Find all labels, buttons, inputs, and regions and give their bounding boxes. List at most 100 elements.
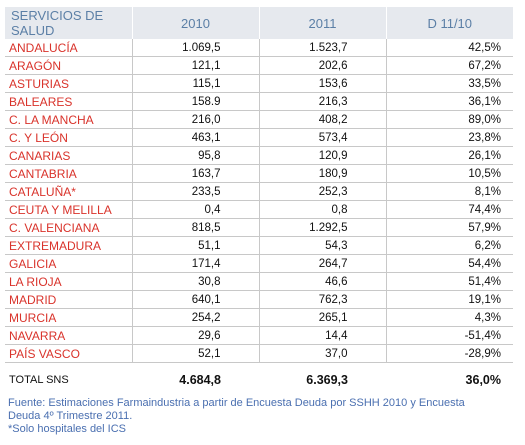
table-row: EXTREMADURA 51,1 54,3 6,2% [5,236,513,255]
value-cell: 29,6 [131,326,259,345]
total-value: 4.684,8 [179,373,221,387]
value-cell: 158.9 [131,92,259,111]
table-row: CANTABRIA 163,7 180,9 10,5% [5,164,513,183]
value-cell: 762,3 [258,290,386,309]
value-cell: 1.069,5 [131,39,259,57]
region-cell: GALICIA [5,254,132,273]
region-cell: CANARIAS [5,146,132,165]
value-cell: 818,5 [131,218,259,237]
table-row: MADRID 640,1 762,3 19,1% [5,290,513,309]
table-row: BALEARES 158.9 216,3 36,1% [5,92,513,111]
value-cell: 1.523,7 [258,39,386,57]
value-cell: 120,9 [258,146,386,165]
region-cell: C. Y LEÓN [5,128,132,147]
table-row: LA RIOJA 30,8 46,6 51,4% [5,272,513,291]
table-row: ANDALUCÍA 1.069,5 1.523,7 42,5% [5,39,513,57]
footer: Fuente: Estimaciones Farmaindustria a pa… [8,397,478,436]
value-cell: 46,6 [258,272,386,291]
value-cell: 19,1% [385,290,513,309]
value-cell: 4,3% [385,308,513,327]
value-cell: 89,0% [385,110,513,129]
value-cell: -51,4% [385,326,513,345]
value-cell: 10,5% [385,164,513,183]
value-cell: 265,1 [258,308,386,327]
table-row: C. LA MANCHA 216,0 408,2 89,0% [5,110,513,129]
value-cell: 115,1 [131,74,259,93]
table-row: PAÍS VASCO 52,1 37,0 -28,9% [5,344,513,363]
table-row: CANARIAS 95,8 120,9 26,1% [5,146,513,165]
value-cell: 8,1% [385,182,513,201]
value-cell: 216,3 [258,92,386,111]
value-cell: 640,1 [131,290,259,309]
table-body: ANDALUCÍA 1.069,5 1.523,7 42,5% ARAGÓN 121,1 2… [5,39,513,393]
value-cell: 233,5 [131,182,259,201]
value-cell: 30,8 [131,272,259,291]
value-cell: 26,1% [385,146,513,165]
value-cell: 408,2 [258,110,386,129]
table-row: GALICIA 171,4 264,7 54,4% [5,254,513,273]
value-cell: 14,4 [258,326,386,345]
value-cell: 23,8% [385,128,513,147]
value-cell: 573,4 [258,128,386,147]
total-value: 36,0% [465,373,501,387]
value-cell: 74,4% [385,200,513,219]
value-cell: 252,3 [258,182,386,201]
region-cell: MURCIA [5,308,132,327]
region-cell: EXTREMADURA [5,236,132,255]
footnote: *Solo hospitales del ICS [8,423,127,435]
table-row: C. Y LEÓN 463,1 573,4 23,8% [5,128,513,147]
header-row: SERVICIOS DE SALUD 2010 2011 D 11/10 [5,7,513,39]
value-cell: 51,4% [385,272,513,291]
value-cell: -28,9% [385,344,513,363]
data-table: SERVICIOS DE SALUD 2010 2011 D 11/10 ANDALU… [5,7,513,393]
table-row: C. VALENCIANA 818,5 1.292,5 57,9% [5,218,513,237]
region-cell: NAVARRA [5,326,132,345]
region-cell: C. VALENCIANA [5,218,132,237]
value-cell: 51,1 [131,236,259,255]
value-cell: 54,4% [385,254,513,273]
total-label: TOTAL SNS [9,374,69,386]
value-cell: 180,9 [258,164,386,183]
value-cell: 36,1% [385,92,513,111]
value-cell: 202,6 [258,56,386,75]
value-cell: 42,5% [385,39,513,57]
total-row: TOTAL SNS 4.684,8 6.369,3 36,0% [5,363,513,394]
header-cell: 2011 [258,7,386,39]
total-value: 6.369,3 [306,373,348,387]
value-cell: 54,3 [258,236,386,255]
value-cell: 254,2 [131,308,259,327]
value-cell: 33,5% [385,74,513,93]
value-cell: 153,6 [258,74,386,93]
value-cell: 163,7 [131,164,259,183]
value-cell: 1.292,5 [258,218,386,237]
header-cell: 2010 [131,7,259,39]
value-cell: 216,0 [131,110,259,129]
region-cell: C. LA MANCHA [5,110,132,129]
table-row: ARAGÓN 121,1 202,6 67,2% [5,56,513,75]
table-row: ASTURIAS 115,1 153,6 33,5% [5,74,513,93]
region-cell: CATALUÑA* [5,182,132,201]
value-cell: 121,1 [131,56,259,75]
value-cell: 52,1 [131,344,259,363]
table-head: SERVICIOS DE SALUD 2010 2011 D 11/10 [5,7,513,39]
table-row: CEUTA Y MELILLA 0,4 0,8 74,4% [5,200,513,219]
region-cell: BALEARES [5,92,132,111]
region-cell: MADRID [5,290,132,309]
region-cell: ANDALUCÍA [5,39,132,57]
value-cell: 67,2% [385,56,513,75]
value-cell: 463,1 [131,128,259,147]
source-note: Fuente: Estimaciones Farmaindustria a pa… [8,397,465,422]
region-cell: LA RIOJA [5,272,132,291]
region-cell: PAÍS VASCO [5,344,132,363]
header-cell: SERVICIOS DE SALUD [5,7,132,39]
value-cell: 264,7 [258,254,386,273]
header-cell: D 11/10 [385,7,513,39]
value-cell: 0,8 [258,200,386,219]
value-cell: 0,4 [131,200,259,219]
table-row: CATALUÑA* 233,5 252,3 8,1% [5,182,513,201]
region-cell: CEUTA Y MELILLA [5,200,132,219]
value-cell: 6,2% [385,236,513,255]
value-cell: 95,8 [131,146,259,165]
region-cell: ASTURIAS [5,74,132,93]
